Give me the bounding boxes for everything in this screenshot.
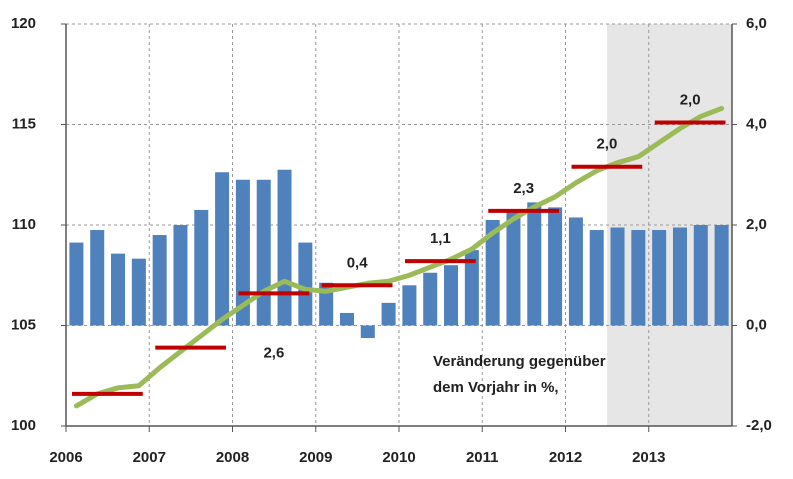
bar (111, 253, 126, 326)
x-tick-label: 2008 (216, 449, 249, 466)
x-tick-label: 2009 (299, 449, 332, 466)
bar (444, 265, 459, 326)
bar (131, 258, 146, 326)
bar (90, 230, 105, 326)
x-tick-label: 2007 (133, 449, 166, 466)
x-tick-label: 2010 (382, 449, 415, 466)
bar (152, 235, 167, 326)
bar (402, 285, 417, 326)
bar (464, 250, 479, 326)
bar (256, 179, 271, 326)
annual-change-label: 2,0 (680, 91, 701, 108)
y-tick-label: 115 (12, 115, 36, 132)
bar (339, 312, 354, 326)
y-tick-label: 105 (11, 316, 36, 333)
forecast-shade (607, 24, 732, 426)
annual-change-label: 0,4 (347, 254, 369, 271)
bar (360, 325, 375, 339)
annual-change-label: 1,1 (430, 230, 451, 247)
bar (610, 227, 625, 326)
bar (423, 272, 438, 326)
y-tick-label: 100 (11, 417, 36, 434)
bar (527, 202, 542, 326)
bar (194, 209, 209, 326)
bar (277, 169, 292, 326)
bar (381, 302, 396, 326)
y-tick-label: 120 (11, 15, 36, 32)
bar (298, 242, 313, 326)
annual-change-label: 2,6 (263, 344, 284, 361)
bar (631, 230, 646, 326)
bar (235, 179, 250, 326)
bar (506, 212, 521, 326)
y2-tick-label: -2,0 (746, 417, 772, 434)
bar (568, 217, 583, 326)
y2-tick-label: 2,0 (746, 216, 767, 233)
x-tick-label: 2011 (466, 449, 499, 466)
annotation: dem Vorjahr in %, (433, 379, 559, 396)
y2-tick-label: 0,0 (746, 316, 767, 333)
y2-tick-label: 6,0 (746, 15, 767, 32)
bar (714, 225, 729, 326)
annual-change-label: 2,3 (513, 180, 534, 197)
annual-change-label: 2,0 (596, 136, 617, 153)
bar (215, 172, 230, 326)
y-tick-label: 110 (12, 216, 36, 233)
bar (548, 207, 563, 326)
bar (485, 219, 500, 326)
annotation: Veränderung gegenüber (433, 353, 606, 370)
bar (589, 230, 604, 326)
bar (69, 242, 84, 326)
x-tick-label: 2013 (632, 449, 665, 466)
x-tick-label: 2006 (49, 449, 82, 466)
bar (672, 227, 687, 326)
bar (652, 230, 667, 326)
y2-tick-label: 4,0 (746, 115, 767, 132)
bar (693, 225, 708, 326)
bar (173, 225, 188, 326)
x-tick-label: 2012 (549, 449, 582, 466)
